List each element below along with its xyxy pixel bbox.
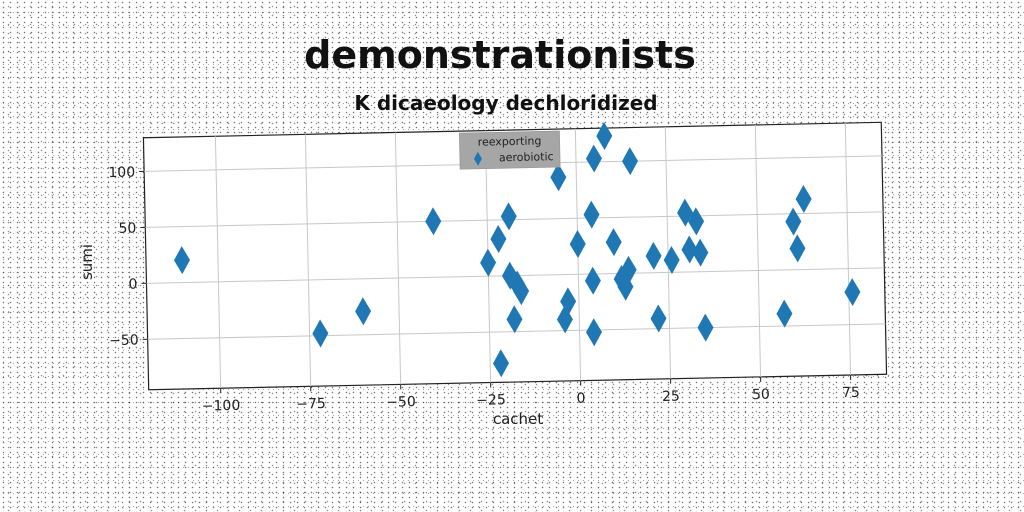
data-point	[583, 200, 600, 229]
x-axis-label: cachet	[493, 410, 543, 428]
y-tick-label: 0	[128, 277, 137, 293]
data-point	[560, 287, 577, 316]
data-point	[490, 224, 507, 253]
data-point	[650, 304, 667, 333]
data-point	[692, 238, 709, 267]
data-point	[355, 297, 372, 326]
chart-subtitle: K dicaeology dechloridized	[354, 91, 657, 115]
y-tick-label: 50	[118, 221, 136, 237]
data-point	[617, 272, 634, 301]
x-grid-line	[394, 132, 402, 385]
x-tick-label: −25	[476, 392, 506, 409]
data-point	[480, 248, 497, 277]
data-point	[645, 241, 662, 270]
data-point	[688, 207, 705, 236]
data-point	[605, 228, 622, 257]
legend-marker	[473, 151, 482, 166]
data-point	[795, 184, 812, 213]
data-point	[681, 235, 698, 264]
data-point	[500, 202, 517, 231]
data-markers	[173, 121, 861, 378]
legend-entry-label: aerobiotic	[499, 150, 554, 164]
y-tick-label: −50	[109, 333, 139, 350]
data-point	[677, 198, 694, 227]
data-point	[663, 246, 680, 274]
x-tick-label: −50	[386, 394, 416, 411]
data-point	[622, 147, 639, 176]
data-point	[789, 234, 806, 263]
data-point	[173, 246, 190, 275]
x-grid-line	[214, 136, 222, 389]
data-point	[785, 207, 802, 236]
data-point	[513, 277, 530, 306]
data-point	[596, 121, 613, 150]
y-axis-label: sumi	[78, 244, 96, 280]
axis-ticks: −100 −75 −50 −25 0 25 50 75 −50 0 50 100	[108, 165, 860, 415]
legend-title: reexporting	[478, 134, 542, 148]
legend: reexporting aerobiotic	[458, 130, 561, 170]
x-grid-line	[844, 123, 852, 376]
data-point	[585, 318, 602, 347]
plot-area: −100 −75 −50 −25 0 25 50 75 −50 0 50 100 reexportin…	[108, 121, 888, 415]
x-grid-line	[304, 134, 312, 387]
data-point	[556, 305, 573, 334]
data-point	[585, 144, 602, 173]
data-point	[569, 230, 586, 259]
data-point	[584, 266, 601, 295]
legend-box	[458, 130, 561, 170]
x-tick-label: 50	[752, 387, 770, 403]
data-point	[506, 305, 523, 334]
x-tick-label: 25	[662, 389, 680, 405]
x-tick-label: −75	[296, 396, 326, 413]
data-point	[844, 278, 861, 307]
chart-title: demonstrationists	[304, 33, 696, 77]
data-point	[776, 299, 793, 328]
y-grid-line	[147, 323, 886, 340]
data-point	[425, 207, 442, 236]
x-grid-line	[754, 124, 762, 377]
data-point	[493, 349, 510, 378]
data-point	[312, 319, 329, 348]
x-tick-label: 0	[576, 391, 585, 407]
y-tick-label: 100	[108, 165, 135, 182]
data-point	[697, 313, 714, 342]
x-tick-label: −100	[202, 398, 241, 415]
data-point	[550, 163, 567, 192]
x-tick-label: 75	[842, 385, 860, 401]
data-point	[620, 255, 637, 284]
